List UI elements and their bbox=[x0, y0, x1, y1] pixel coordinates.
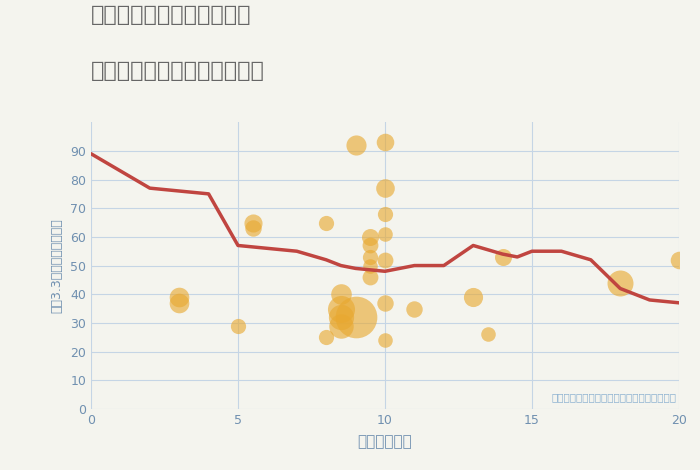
Point bbox=[321, 219, 332, 227]
Point bbox=[468, 293, 479, 301]
Point bbox=[482, 330, 493, 338]
X-axis label: 駅距離（分）: 駅距離（分） bbox=[358, 434, 412, 449]
Point bbox=[379, 230, 391, 238]
Point bbox=[174, 293, 185, 301]
Point bbox=[350, 313, 361, 321]
Point bbox=[379, 210, 391, 218]
Text: 円の大きさは、取引のあった物件面積を示す: 円の大きさは、取引のあった物件面積を示す bbox=[551, 392, 676, 402]
Point bbox=[409, 305, 420, 313]
Point bbox=[365, 233, 376, 241]
Point bbox=[335, 322, 346, 329]
Point bbox=[497, 253, 508, 261]
Point bbox=[232, 322, 244, 329]
Point bbox=[615, 279, 626, 287]
Point bbox=[247, 225, 258, 232]
Point bbox=[335, 290, 346, 298]
Point bbox=[365, 273, 376, 281]
Text: 奈良県橿原市北妙法寺町の: 奈良県橿原市北妙法寺町の bbox=[91, 5, 251, 25]
Point bbox=[365, 242, 376, 249]
Point bbox=[335, 313, 346, 321]
Point bbox=[365, 253, 376, 261]
Point bbox=[673, 256, 685, 264]
Point bbox=[350, 141, 361, 149]
Point bbox=[379, 184, 391, 192]
Point bbox=[174, 299, 185, 306]
Point bbox=[365, 262, 376, 269]
Y-axis label: 坪（3.3㎡）単価（万円）: 坪（3.3㎡）単価（万円） bbox=[50, 218, 63, 313]
Point bbox=[321, 334, 332, 341]
Point bbox=[379, 299, 391, 306]
Point bbox=[247, 219, 258, 227]
Point bbox=[379, 337, 391, 344]
Point bbox=[379, 139, 391, 146]
Point bbox=[379, 256, 391, 264]
Text: 駅距離別中古マンション価格: 駅距離別中古マンション価格 bbox=[91, 61, 265, 81]
Point bbox=[335, 305, 346, 313]
